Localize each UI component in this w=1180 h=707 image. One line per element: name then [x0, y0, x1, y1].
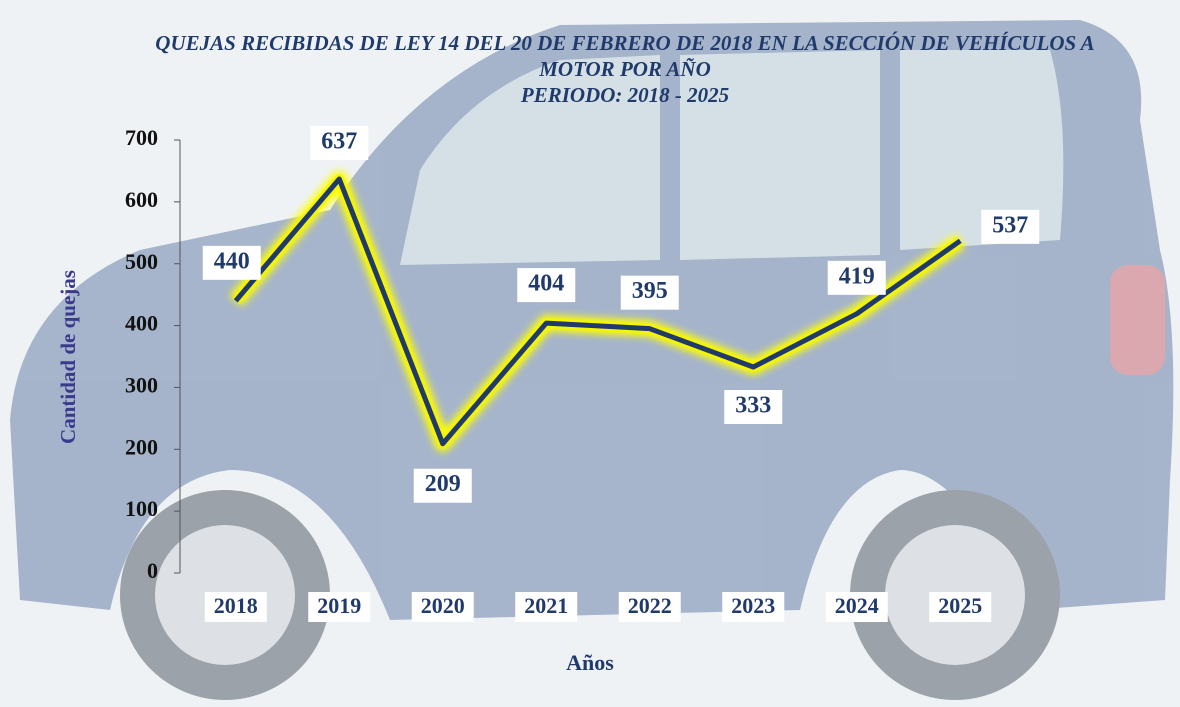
- y-tick-label: 300: [125, 372, 158, 397]
- value-label: 404: [528, 271, 564, 297]
- x-tick-group: 2020: [412, 592, 474, 622]
- x-tick-label: 2025: [938, 593, 982, 618]
- x-tick-label: 2022: [628, 593, 672, 618]
- y-tick-label: 100: [125, 496, 158, 521]
- chart-subtitle: PERIODO: 2018 - 2025: [150, 82, 1100, 108]
- value-label: 395: [632, 278, 668, 304]
- value-label: 209: [425, 471, 461, 497]
- x-tick-group: 2021: [515, 592, 577, 622]
- x-tick-label: 2019: [317, 593, 361, 618]
- x-tick-group: 2019: [308, 592, 370, 622]
- value-label: 440: [214, 248, 250, 274]
- chart-title-block: QUEJAS RECIBIDAS DE LEY 14 DEL 20 DE FEB…: [150, 30, 1100, 108]
- car-background: [10, 20, 1173, 700]
- y-tick-label: 700: [125, 125, 158, 150]
- x-tick-label: 2023: [731, 593, 775, 618]
- x-tick-group: 2018: [205, 592, 267, 622]
- x-tick-group: 2024: [826, 592, 888, 622]
- x-tick-label: 2020: [421, 593, 465, 618]
- y-axis-title: Cantidad de quejas: [56, 270, 80, 444]
- x-tick-group: 2022: [619, 592, 681, 622]
- y-tick-label: 400: [125, 311, 158, 336]
- x-tick-label: 2018: [214, 593, 258, 618]
- y-tick-label: 500: [125, 249, 158, 274]
- x-tick-group: 2023: [722, 592, 784, 622]
- value-label: 537: [992, 212, 1028, 238]
- value-label: 637: [321, 128, 357, 154]
- x-tick-group: 2025: [929, 592, 991, 622]
- value-label: 333: [735, 393, 771, 419]
- x-axis-title: Años: [566, 650, 614, 675]
- value-label: 419: [839, 263, 875, 289]
- x-tick-label: 2021: [524, 593, 568, 618]
- y-tick-label: 600: [125, 187, 158, 212]
- chart-title: QUEJAS RECIBIDAS DE LEY 14 DEL 20 DE FEB…: [150, 30, 1100, 82]
- x-tick-label: 2024: [835, 593, 879, 618]
- y-tick-label: 0: [147, 558, 158, 583]
- y-tick-label: 200: [125, 434, 158, 459]
- page: Cantidad de quejas Años 0 100 200 300 400 500…: [0, 0, 1180, 707]
